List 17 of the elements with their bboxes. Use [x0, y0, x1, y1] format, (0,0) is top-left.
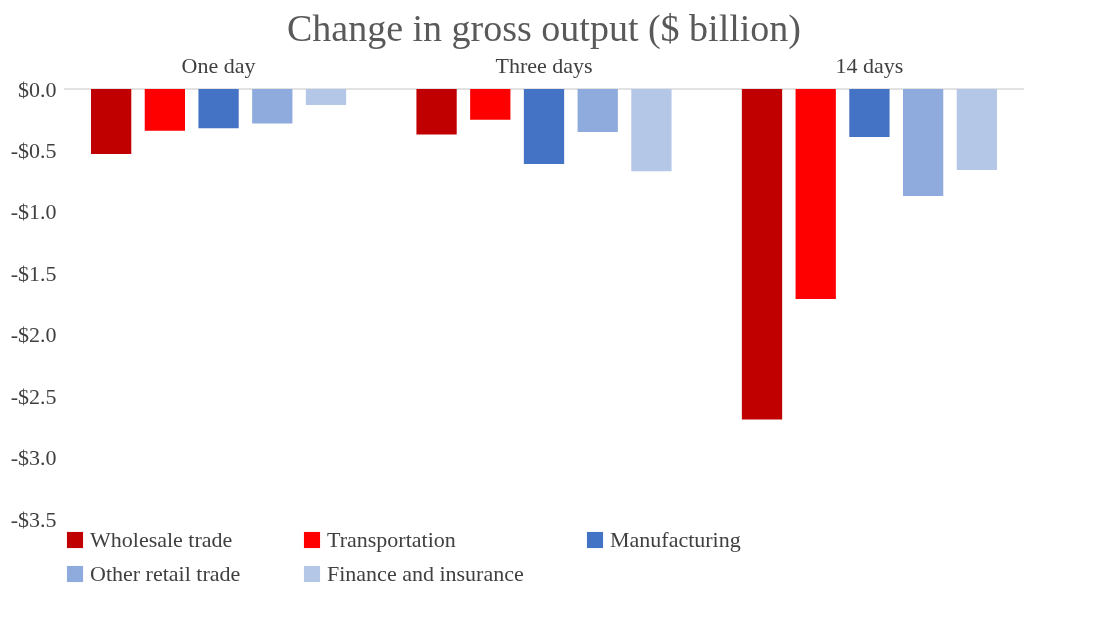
legend-label: Transportation [327, 527, 456, 552]
legend-label: Manufacturing [610, 527, 741, 552]
y-tick-label: -$1.0 [10, 199, 57, 225]
y-tick-label: $0.0 [18, 76, 57, 102]
y-tick-label: -$1.5 [10, 260, 57, 286]
legend-label: Other retail trade [90, 561, 241, 586]
y-tick-label: -$2.5 [10, 383, 57, 409]
legend-label: Finance and insurance [327, 561, 524, 586]
x-tick-label: 14 days [835, 53, 904, 78]
y-tick-label: -$0.5 [10, 137, 57, 163]
y-tick-label: -$3.0 [10, 445, 57, 471]
y-tick-label: -$2.0 [10, 322, 57, 348]
y-tick-label: -$3.5 [10, 506, 57, 532]
x-tick-label: One day [181, 53, 256, 78]
chart-title: Change in gross output ($ billion) [286, 6, 802, 50]
legend-label: Wholesale trade [90, 527, 233, 552]
x-tick-label: Three days [495, 53, 593, 78]
